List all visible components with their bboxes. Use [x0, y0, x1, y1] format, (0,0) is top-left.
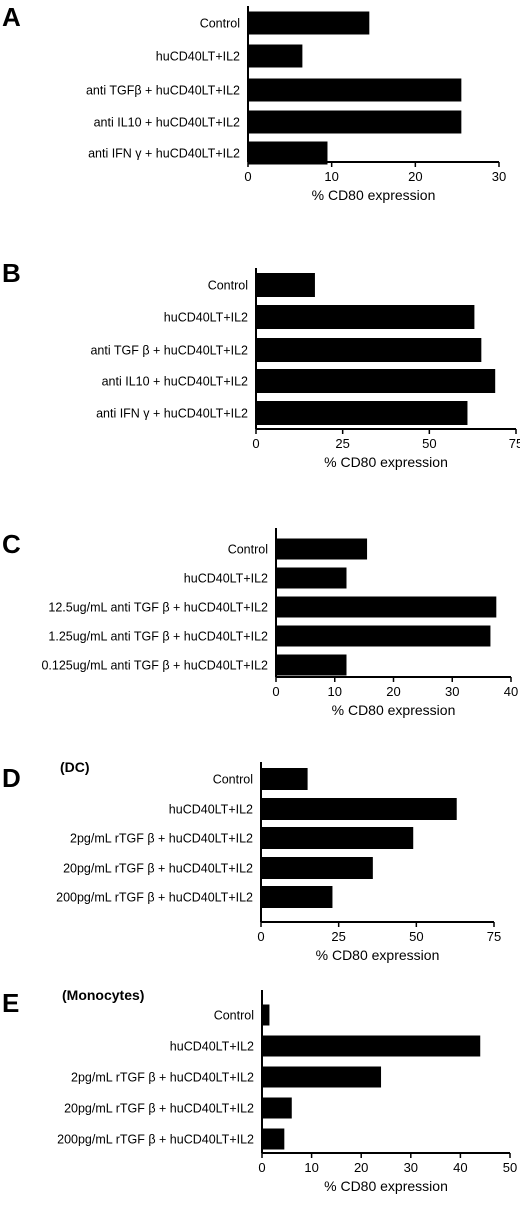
bar [261, 857, 373, 879]
x-axis-title: % CD80 expression [324, 454, 448, 470]
x-tick-label: 10 [328, 684, 342, 699]
bar [276, 596, 497, 618]
bar [248, 11, 370, 35]
category-label: huCD40LT+IL2 [184, 572, 268, 586]
x-tick-label: 50 [422, 436, 436, 451]
panel-letter: A [2, 2, 21, 32]
panel-letter: D [2, 763, 21, 793]
x-tick-label: 30 [445, 684, 459, 699]
bar [256, 305, 475, 329]
category-label: 20pg/mL rTGF β + huCD40LT+IL2 [64, 1102, 254, 1116]
bar [261, 798, 457, 820]
bar [261, 768, 308, 790]
x-tick-label: 10 [324, 169, 338, 184]
bar [256, 401, 468, 425]
category-label: anti TGFβ + huCD40LT+IL2 [86, 84, 240, 98]
panel-subtitle: (Monocytes) [62, 987, 144, 1003]
x-tick-label: 25 [331, 929, 345, 944]
category-label: Control [213, 773, 253, 787]
bar [261, 886, 333, 908]
category-label: 1.25ug/mL anti TGF β + huCD40LT+IL2 [48, 630, 268, 644]
category-label: Control [208, 279, 248, 293]
bar [248, 141, 328, 165]
x-axis-title: % CD80 expression [324, 1178, 448, 1194]
panel-letter: B [2, 258, 21, 288]
category-label: anti TGF β + huCD40LT+IL2 [90, 344, 248, 358]
bar [256, 369, 496, 393]
category-label: 20pg/mL rTGF β + huCD40LT+IL2 [63, 862, 253, 876]
category-label: anti IL10 + huCD40LT+IL2 [102, 375, 248, 389]
panel-letter: C [2, 529, 21, 559]
bar [248, 110, 462, 134]
category-label: 2pg/mL rTGF β + huCD40LT+IL2 [71, 1071, 254, 1085]
x-tick-label: 10 [304, 1160, 318, 1175]
x-tick-label: 20 [354, 1160, 368, 1175]
category-label: 12.5ug/mL anti TGF β + huCD40LT+IL2 [48, 601, 268, 615]
bar [248, 78, 462, 102]
bar [262, 1128, 285, 1150]
x-tick-label: 50 [503, 1160, 517, 1175]
category-label: anti IFN γ + huCD40LT+IL2 [96, 407, 248, 421]
category-label: Control [214, 1009, 254, 1023]
category-label: huCD40LT+IL2 [169, 803, 253, 817]
category-label: huCD40LT+IL2 [170, 1040, 254, 1054]
x-axis-title: % CD80 expression [332, 702, 456, 718]
bar [262, 1004, 270, 1026]
x-tick-label: 0 [252, 436, 259, 451]
x-tick-label: 40 [453, 1160, 467, 1175]
x-axis-title: % CD80 expression [312, 187, 436, 203]
x-tick-label: 20 [386, 684, 400, 699]
bar [261, 827, 414, 849]
x-tick-label: 40 [504, 684, 518, 699]
x-tick-label: 0 [272, 684, 279, 699]
bar [276, 654, 347, 676]
x-tick-label: 25 [335, 436, 349, 451]
bar [276, 538, 368, 560]
x-tick-label: 75 [487, 929, 501, 944]
category-label: Control [228, 543, 268, 557]
x-tick-label: 0 [244, 169, 251, 184]
bar [262, 1066, 382, 1088]
category-label: anti IFN γ + huCD40LT+IL2 [88, 147, 240, 161]
category-label: 200pg/mL rTGF β + huCD40LT+IL2 [56, 891, 253, 905]
bar [248, 44, 303, 68]
category-label: 0.125ug/mL anti TGF β + huCD40LT+IL2 [41, 659, 268, 673]
bar [276, 567, 347, 589]
bar [262, 1035, 481, 1057]
bar [256, 273, 315, 297]
panel-subtitle: (DC) [60, 759, 90, 775]
x-tick-label: 30 [404, 1160, 418, 1175]
x-tick-label: 0 [258, 1160, 265, 1175]
category-label: huCD40LT+IL2 [164, 311, 248, 325]
x-tick-label: 0 [257, 929, 264, 944]
category-label: Control [200, 17, 240, 31]
x-tick-label: 30 [492, 169, 506, 184]
category-label: huCD40LT+IL2 [156, 50, 240, 64]
bar [262, 1097, 292, 1119]
panel-letter: E [2, 988, 19, 1018]
x-tick-label: 20 [408, 169, 422, 184]
x-tick-label: 50 [409, 929, 423, 944]
category-label: 200pg/mL rTGF β + huCD40LT+IL2 [57, 1133, 254, 1147]
x-tick-label: 75 [509, 436, 520, 451]
bar [276, 625, 491, 647]
bar [256, 338, 482, 362]
category-label: 2pg/mL rTGF β + huCD40LT+IL2 [70, 832, 253, 846]
category-label: anti IL10 + huCD40LT+IL2 [94, 116, 240, 130]
x-axis-title: % CD80 expression [316, 947, 440, 963]
